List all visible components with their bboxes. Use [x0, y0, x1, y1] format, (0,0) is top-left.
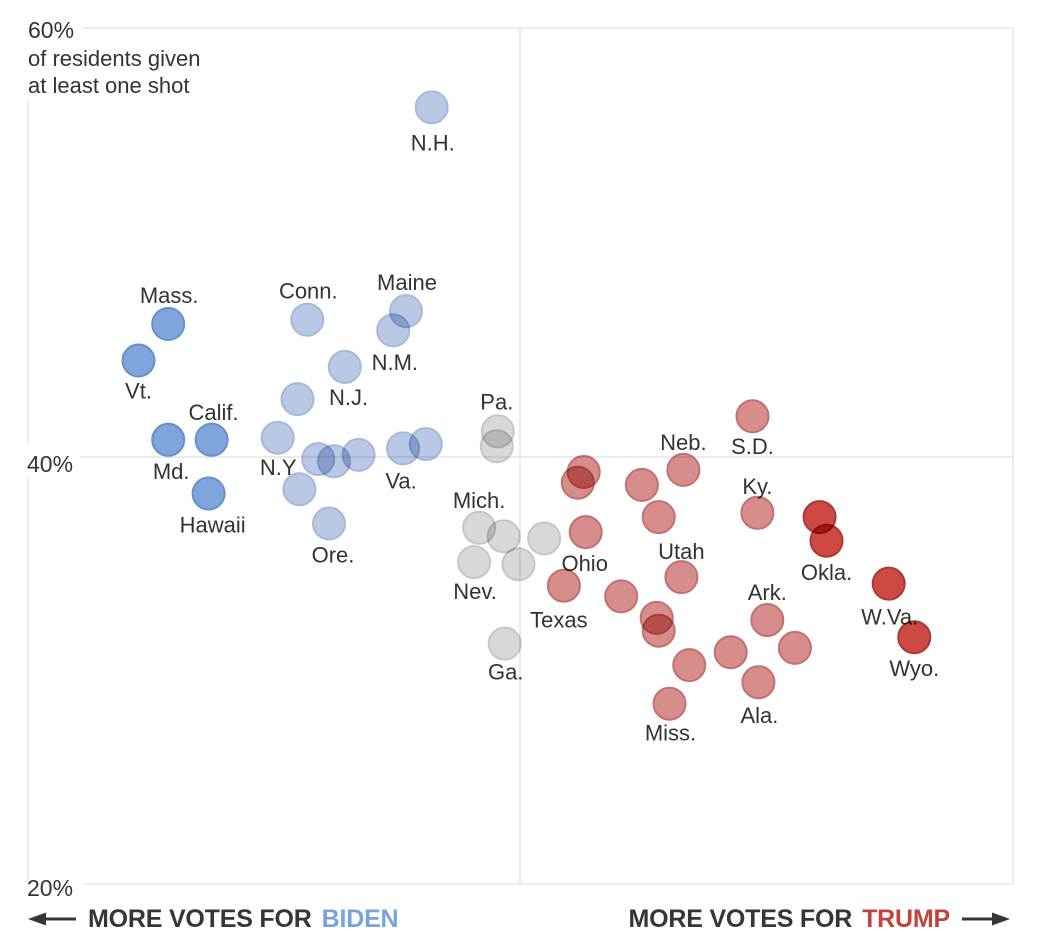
state-dot-ohio [568, 515, 603, 550]
state-label-mass: Mass. [140, 283, 199, 308]
state-label-vt: Vt. [125, 379, 152, 404]
state-dot [713, 635, 748, 670]
x-axis-biden-side: MORE VOTES FOR BIDEN [26, 904, 399, 933]
state-dot [260, 420, 295, 455]
state-dot-mass [151, 307, 186, 341]
state-label-hawaii: Hawaii [180, 513, 246, 538]
gridlines [27, 27, 1014, 885]
state-dot [376, 313, 411, 348]
y-axis-subtitle-1: of residents given [28, 46, 200, 71]
arrow-left-icon [28, 912, 76, 926]
state-label-nm: N.M. [372, 350, 418, 375]
state-label-nj: N.J. [329, 385, 368, 410]
state-label-pa: Pa. [480, 389, 513, 414]
state-label-sd: S.D. [731, 434, 774, 459]
state-dot-sd [735, 399, 770, 434]
state-dot-ala [741, 665, 776, 700]
state-dot [479, 429, 514, 464]
state-dot-nh [414, 90, 449, 125]
y-tick-20: 20% [27, 875, 73, 901]
state-dot-utah [664, 560, 699, 595]
state-dot [486, 519, 521, 554]
state-dot-hawaii [191, 476, 226, 511]
arrow-right-icon [962, 912, 1010, 926]
state-label-mich: Mich. [453, 488, 506, 513]
state-dot [566, 455, 601, 489]
state-dot [641, 613, 676, 648]
state-label-nev: Nev. [453, 579, 497, 604]
state-label-calif: Calif. [189, 400, 239, 425]
state-dot [282, 472, 317, 507]
state-dot-miss [652, 686, 687, 721]
state-dot-texas [546, 568, 581, 603]
state-dot [672, 648, 707, 683]
state-label-md: Md. [153, 459, 190, 484]
state-label-wyo: Wyo. [889, 656, 939, 681]
state-labels: N.H.MaineConn.N.M.N.J.N.YVa.Ore.Mass.Vt.… [125, 130, 939, 745]
state-dot-ky [740, 495, 775, 530]
state-dot [777, 630, 812, 665]
state-dot-wva [871, 566, 906, 601]
state-label-ga: Ga. [488, 660, 523, 685]
state-dot [408, 427, 443, 462]
state-label-ore: Ore. [312, 543, 355, 568]
state-label-nh: N.H. [411, 130, 455, 155]
state-label-ark: Ark. [748, 580, 787, 605]
x-axis-biden-name: BIDEN [321, 904, 399, 933]
state-dot-ga [487, 626, 522, 661]
state-label-va: Va. [385, 468, 416, 493]
state-dot [527, 521, 562, 556]
state-dot-md [151, 422, 186, 457]
state-dot-vt [121, 343, 156, 378]
state-dots [121, 90, 932, 721]
state-dot [641, 500, 676, 535]
x-axis-left-label: MORE VOTES FOR [88, 904, 312, 933]
state-label-neb: Neb. [660, 430, 706, 455]
state-dot [501, 547, 536, 582]
y-tick-60: 60% [28, 17, 74, 43]
y-axis-subtitle-2: at least one shot [28, 73, 189, 98]
x-axis-trump-side: MORE VOTES FOR TRUMP [629, 905, 1013, 933]
state-dot-ore [312, 506, 346, 541]
state-dot-conn [290, 302, 325, 337]
state-label-ky: Ky. [742, 474, 772, 499]
state-label-maine: Maine [377, 270, 437, 295]
state-dot [604, 579, 639, 614]
state-dot [809, 523, 844, 558]
y-tick-40: 40% [27, 451, 73, 477]
state-dot-nev [457, 545, 492, 580]
x-axis-right-label: MORE VOTES FOR [628, 904, 853, 933]
state-label-texas: Texas [530, 608, 587, 633]
state-dot-ark [750, 603, 785, 637]
state-dot-wyo [897, 620, 932, 655]
state-label-conn: Conn. [279, 279, 338, 304]
state-dot-nj [280, 382, 315, 417]
state-dot-calif [194, 422, 229, 457]
state-label-ala: Ala. [740, 703, 778, 728]
state-label-okla: Okla. [801, 560, 852, 585]
state-label-utah: Utah [658, 539, 704, 564]
state-label-miss: Miss. [645, 721, 696, 746]
state-dot-nm [327, 349, 362, 384]
state-dot [624, 467, 659, 502]
x-axis-trump-name: TRUMP [862, 904, 950, 933]
state-dot [341, 437, 376, 472]
state-dot-neb [666, 452, 701, 487]
